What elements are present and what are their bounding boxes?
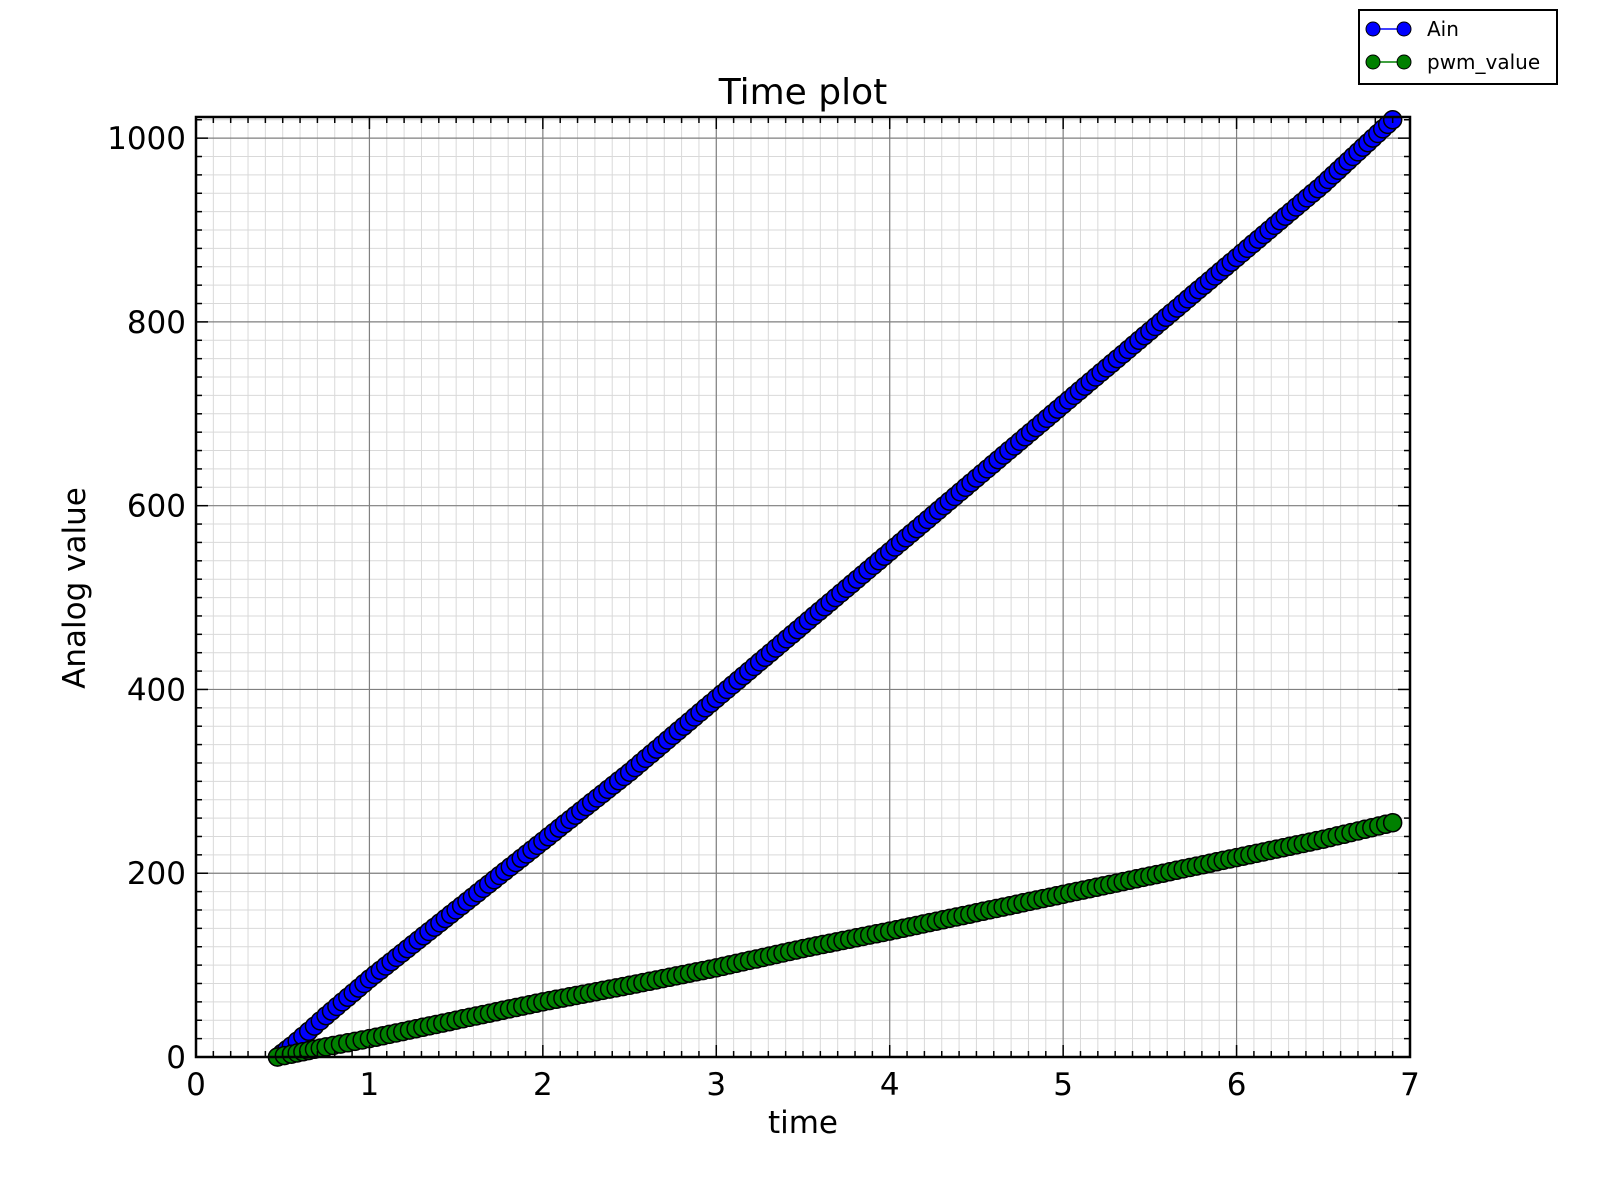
y-tick-label: 400 [127, 672, 186, 708]
y-tick-labels: 0 200 400 600 800 1000 [107, 121, 186, 1076]
y-tick-label: 0 [166, 1040, 186, 1076]
legend-marker-pwm-value [1396, 54, 1412, 70]
legend: Ain pwm_value [1358, 9, 1558, 85]
series-pwm-value [267, 812, 1403, 1067]
y-tick-label: 1000 [107, 121, 186, 157]
x-tick-labels: 0 1 2 3 4 5 6 7 [186, 1067, 1420, 1103]
x-tick-label: 2 [533, 1067, 553, 1103]
y-axis-label: Analog value [57, 487, 93, 689]
x-tick-label: 3 [706, 1067, 726, 1103]
legend-label-pwm-value: pwm_value [1427, 50, 1540, 74]
x-tick-label: 1 [360, 1067, 380, 1103]
x-tick-label: 7 [1400, 1067, 1420, 1103]
x-axis-label: time [768, 1105, 838, 1141]
x-tick-label: 5 [1053, 1067, 1073, 1103]
x-tick-label: 4 [880, 1067, 900, 1103]
legend-box [1358, 9, 1558, 85]
series-layer [267, 110, 1403, 1067]
data-point [1382, 812, 1403, 833]
legend-marker-pwm-value [1365, 54, 1381, 70]
x-tick-label: 0 [186, 1067, 206, 1103]
legend-entry-ain: Ain [1365, 17, 1459, 41]
chart-title: Time plot [718, 72, 888, 113]
legend-label-ain: Ain [1427, 17, 1459, 41]
legend-marker-ain [1396, 21, 1412, 37]
axis-ticks [195, 117, 1411, 1058]
y-tick-label: 800 [127, 305, 186, 341]
y-tick-label: 200 [127, 856, 186, 892]
y-tick-label: 600 [127, 489, 186, 525]
legend-marker-ain [1365, 21, 1381, 37]
x-tick-label: 6 [1227, 1067, 1247, 1103]
legend-entry-pwm-value: pwm_value [1365, 50, 1540, 74]
